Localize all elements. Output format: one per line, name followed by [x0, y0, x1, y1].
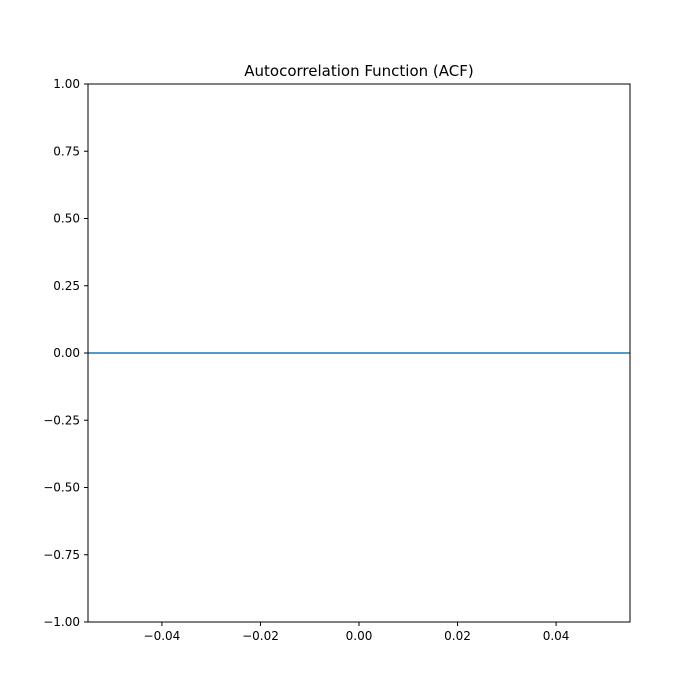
x-tick-label: −0.04 — [144, 629, 181, 643]
x-axis-ticks: −0.04 −0.02 0.00 0.02 0.04 — [144, 622, 570, 643]
y-tick-label: −0.25 — [43, 413, 80, 427]
x-tick-label: 0.00 — [346, 629, 373, 643]
x-tick-label: 0.04 — [543, 629, 570, 643]
y-tick-label: 0.00 — [53, 346, 80, 360]
chart-title: Autocorrelation Function (ACF) — [244, 62, 473, 80]
y-tick-label: −0.75 — [43, 548, 80, 562]
x-tick-label: 0.02 — [444, 629, 471, 643]
y-axis-ticks: 1.00 0.75 0.50 0.25 0.00 −0.25 −0.50 −0.75 −1.00 — [43, 77, 88, 629]
y-tick-label: −0.50 — [43, 481, 80, 495]
plot-area-frame — [87, 83, 631, 623]
y-tick-label: 0.50 — [53, 212, 80, 226]
y-tick-label: 1.00 — [53, 77, 80, 91]
y-tick-label: −1.00 — [43, 615, 80, 629]
y-tick-label: 0.25 — [53, 279, 80, 293]
y-tick-label: 0.75 — [53, 144, 80, 158]
x-tick-label: −0.02 — [242, 629, 279, 643]
